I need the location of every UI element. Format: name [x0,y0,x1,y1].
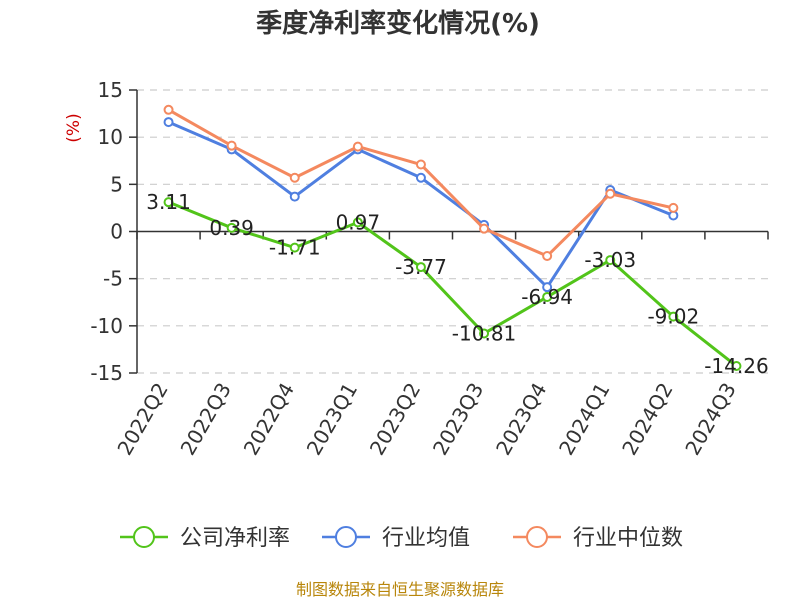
legend-item[interactable]: 公司净利率 [120,526,290,551]
y-tick-label: -15 [90,361,123,385]
x-tick-label: 2022Q2 [112,379,172,460]
x-tick-label: 2022Q3 [176,379,236,460]
y-tick-label: -5 [103,267,123,291]
data-point[interactable] [479,223,490,234]
y-tick-label: 5 [110,172,123,196]
data-point[interactable] [163,117,174,128]
legend-item[interactable]: 行业中位数 [513,526,683,551]
data-point[interactable] [605,188,616,199]
legend-label: 行业中位数 [573,526,683,551]
data-point[interactable] [289,242,300,253]
x-tick-label: 2024Q1 [554,379,614,460]
data-point[interactable] [352,141,363,152]
data-point[interactable] [668,311,679,322]
data-point[interactable] [605,255,616,266]
data-label: 3.11 [146,190,191,214]
data-label: -3.77 [395,255,447,279]
source-note: 制图数据来自恒生聚源数据库 [296,580,504,599]
legend-label: 公司净利率 [180,526,290,551]
data-point[interactable] [226,222,237,233]
data-point[interactable] [479,328,490,339]
legend-marker [526,526,548,548]
data-label: -3.03 [584,248,636,272]
data-label: -10.81 [452,321,516,345]
x-tick-label: 2022Q4 [239,379,299,460]
data-point[interactable] [163,197,174,208]
data-point[interactable] [289,191,300,202]
x-tick-label: 2023Q3 [428,379,488,460]
x-tick-label: 2024Q3 [680,379,740,460]
legend-marker [335,526,357,548]
data-label: -1.71 [269,236,321,260]
data-point[interactable] [163,104,174,115]
data-point[interactable] [226,140,237,151]
x-tick-label: 2023Q2 [365,379,425,460]
data-label: 0.39 [209,216,254,240]
series-group [163,104,742,372]
y-axis-unit: (%) [64,113,84,142]
data-point[interactable] [731,361,742,372]
x-tick-label: 2023Q1 [302,379,362,460]
legend[interactable]: 公司净利率 行业均值 行业中位数 [120,526,683,551]
legend-label: 行业均值 [382,526,470,551]
y-tick-label: 15 [98,78,123,102]
data-labels: 3.11 0.39 -1.71 0.97 -3.77 -10.81-6.94 -3.03 -9… [146,190,768,378]
legend-item[interactable]: 行业均值 [322,526,470,551]
data-label: -14.26 [704,354,768,378]
data-label: -9.02 [647,305,699,329]
y-tick-label: 10 [98,125,123,149]
y-axis-ticks: 15 10 5 0 -5 -10 -15 [90,78,137,385]
data-label: 0.97 [336,210,381,234]
data-point[interactable] [415,262,426,273]
data-point[interactable] [289,172,300,183]
data-point[interactable] [668,202,679,213]
data-point[interactable] [352,217,363,228]
grid-lines [137,89,768,374]
x-tick-label: 2024Q2 [617,379,677,460]
chart-title: 季度净利率变化情况(%) [256,8,540,39]
series-line-0 [167,200,738,368]
legend-marker [133,526,155,548]
data-point[interactable] [415,172,426,183]
data-point[interactable] [542,291,553,302]
x-tick-label: 2023Q4 [491,379,551,460]
y-tick-label: 0 [110,220,123,244]
data-point[interactable] [542,251,553,262]
data-point[interactable] [542,282,553,293]
y-tick-label: -10 [90,314,123,338]
data-point[interactable] [415,159,426,170]
data-label: -6.94 [521,285,573,309]
